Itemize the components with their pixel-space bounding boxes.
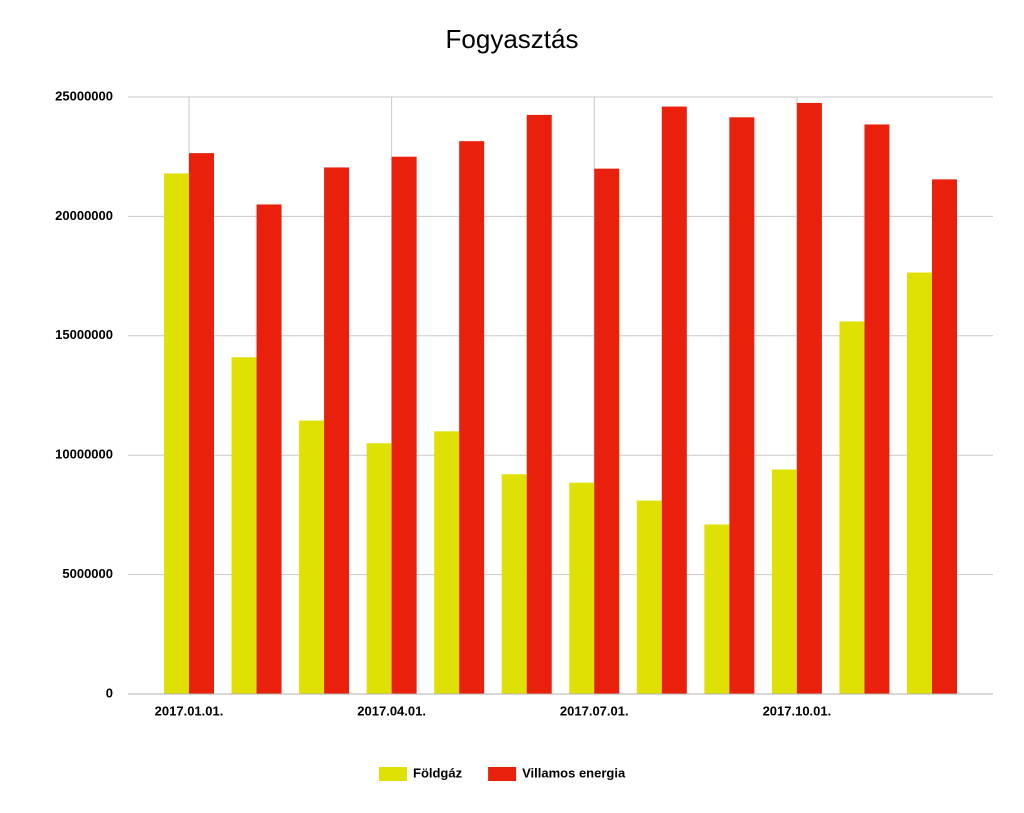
legend-label: Földgáz	[413, 765, 463, 780]
x-tick-label: 2017.10.01.	[763, 703, 832, 718]
bar	[256, 204, 282, 694]
bar	[164, 173, 189, 694]
bar	[729, 117, 755, 695]
bar	[569, 482, 595, 694]
bar	[366, 443, 392, 694]
bar	[594, 168, 620, 694]
bar	[434, 431, 460, 694]
bar	[391, 156, 417, 694]
bar	[231, 357, 257, 694]
bar	[907, 272, 932, 694]
bar	[839, 321, 865, 694]
x-tick-label: 2017.04.01.	[357, 703, 426, 718]
bar	[459, 141, 485, 695]
bar	[704, 524, 730, 694]
bar	[932, 179, 957, 695]
bar	[501, 474, 527, 694]
bar	[661, 106, 687, 694]
y-tick-label: 5000000	[62, 566, 113, 581]
legend-swatch	[488, 767, 517, 781]
y-tick-label: 15000000	[55, 327, 113, 342]
y-tick-label: 0	[106, 685, 113, 700]
bar	[526, 114, 552, 694]
bar	[189, 153, 214, 695]
y-tick-label: 20000000	[55, 208, 113, 223]
bar	[299, 420, 325, 694]
legend-swatch	[379, 767, 407, 781]
x-tick-label: 2017.07.01.	[560, 703, 629, 718]
bar	[796, 102, 822, 695]
bar	[636, 500, 662, 694]
bar	[324, 167, 350, 695]
bar	[771, 469, 797, 694]
y-tick-label: 25000000	[55, 88, 113, 103]
chart-title: Fogyasztás	[446, 24, 579, 54]
y-tick-label: 10000000	[55, 447, 113, 462]
x-tick-label: 2017.01.01.	[155, 703, 224, 718]
legend-label: Villamos energia	[522, 765, 626, 780]
bar	[864, 124, 890, 695]
